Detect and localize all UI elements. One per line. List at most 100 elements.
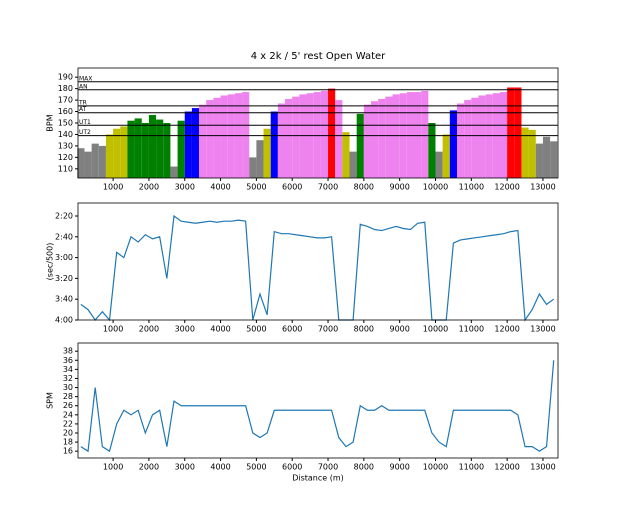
y-tick-label: 140 (58, 130, 73, 139)
hr-bar (242, 92, 250, 178)
hr-bar (542, 136, 551, 178)
zone-label: UT1 (79, 119, 91, 126)
hr-bar (435, 151, 443, 178)
hr-bar (120, 126, 128, 178)
data-line (80, 214, 555, 322)
y-tick-label: 180 (58, 84, 73, 93)
x-tick-label: 1000 (103, 325, 123, 334)
hr-bar (156, 119, 164, 178)
x-tick-label: 5000 (246, 325, 266, 334)
hr-bar (299, 94, 307, 178)
x-tick-label: 8000 (354, 463, 374, 472)
y-tick-label: 110 (58, 164, 73, 173)
y-tick-label: 3:40 (55, 295, 73, 304)
hr-bar (349, 151, 357, 178)
y-axis-label: SPM (46, 392, 55, 409)
x-tick-label: 12000 (494, 463, 519, 472)
x-tick-label: 4000 (210, 325, 230, 334)
chart-title: 4 x 2k / 5' rest Open Water (251, 51, 386, 62)
x-tick-label: 1000 (103, 183, 123, 192)
y-tick-label: 160 (58, 107, 73, 116)
y-tick-label: 2:20 (55, 212, 73, 221)
x-tick-label: 6000 (282, 463, 302, 472)
hr-bar (442, 134, 450, 178)
hr-bar (507, 87, 515, 178)
x-tick-label: 12000 (494, 183, 519, 192)
hr-bar (363, 104, 372, 178)
y-tick-label: 2:40 (55, 232, 73, 241)
y-tick-label: 3:00 (55, 253, 73, 262)
zone-label: TR (78, 99, 87, 106)
x-tick-label: 9000 (389, 325, 409, 334)
hr-bar (98, 145, 106, 178)
zone-label: MAX (79, 75, 92, 82)
x-tick-label: 3000 (175, 325, 195, 334)
x-tick-label: 7000 (318, 325, 338, 334)
hr-bar (213, 97, 221, 178)
hr-bar (406, 92, 414, 178)
hr-bar (184, 111, 192, 178)
hr-bar (227, 94, 235, 178)
y-tick-label: 16 (63, 447, 73, 456)
hr-bar (127, 120, 135, 178)
hr-bar (113, 128, 121, 178)
hr-bar (277, 103, 286, 178)
hr-bar (134, 118, 142, 178)
x-tick-label: 11000 (459, 463, 484, 472)
y-tick-label: 130 (58, 141, 73, 150)
x-tick-label: 11000 (459, 325, 484, 334)
hr-bar (414, 92, 422, 178)
hr-bar (378, 98, 386, 178)
hr-bar (535, 143, 543, 178)
x-tick-label: 8000 (354, 325, 374, 334)
y-axis-label: (sec/500) (46, 243, 55, 281)
hr-bar (91, 143, 99, 178)
hr-bar (77, 148, 85, 178)
zone-label: AT (79, 106, 87, 113)
x-tick-label: 2000 (139, 183, 159, 192)
x-tick-label: 6000 (282, 325, 302, 334)
y-tick-label: 22 (63, 419, 73, 428)
x-tick-label: 5000 (246, 183, 266, 192)
x-tick-label: 4000 (210, 463, 230, 472)
hr-bar (342, 132, 350, 178)
hr-bar (141, 123, 149, 178)
y-tick-label: 170 (58, 96, 73, 105)
y-tick-label: 32 (63, 374, 73, 383)
y-tick-label: 34 (63, 365, 73, 374)
hr-bar (170, 166, 178, 178)
x-tick-label: 12000 (494, 325, 519, 334)
plot-frame (77, 202, 559, 321)
y-tick-label: 24 (63, 410, 73, 419)
data-line (80, 360, 555, 453)
zone-label: UT2 (79, 129, 91, 136)
y-tick-label: 120 (58, 153, 73, 162)
x-tick-label: 3000 (175, 463, 195, 472)
hr-bar (256, 140, 264, 178)
x-tick-label: 13000 (530, 325, 555, 334)
x-tick-label: 2000 (139, 325, 159, 334)
plot-frame (77, 67, 559, 179)
hr-bar (285, 98, 293, 178)
y-tick-label: 18 (63, 438, 73, 447)
hr-bar (421, 90, 429, 178)
hr-bar (84, 151, 92, 178)
hr-bar (292, 96, 300, 178)
hr-bar (514, 87, 522, 178)
x-axis-label: Distance (m) (292, 474, 344, 483)
x-tick-label: 5000 (246, 463, 266, 472)
hr-bar (206, 100, 214, 178)
hr-bar (499, 92, 508, 178)
hr-bar (478, 95, 486, 178)
zone-label: AN (79, 83, 88, 90)
y-tick-label: 30 (63, 383, 73, 392)
hr-bar (328, 88, 336, 178)
hr-bar (320, 90, 329, 178)
x-tick-label: 10000 (423, 463, 448, 472)
hr-bar (199, 104, 207, 178)
x-tick-label: 10000 (423, 183, 448, 192)
y-axis-label: BPM (46, 114, 55, 131)
x-tick-label: 9000 (389, 183, 409, 192)
x-tick-label: 11000 (459, 183, 484, 192)
